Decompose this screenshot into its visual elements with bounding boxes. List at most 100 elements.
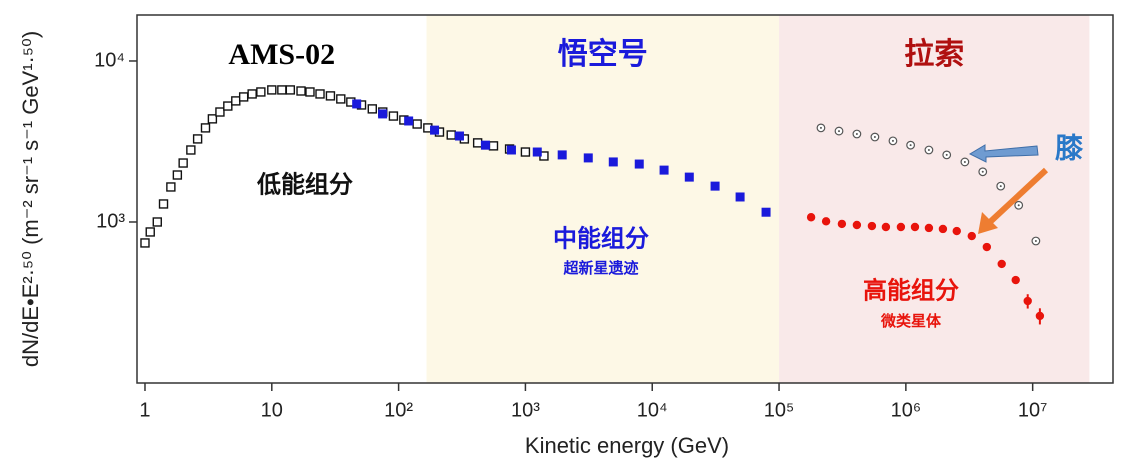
x-tick-label: 10⁵ [764,399,795,421]
y-axis-label: dN/dE•E²·⁵⁰ (m⁻² sr⁻¹ s⁻¹ GeV¹·⁵⁰) [18,31,43,367]
marker [1011,275,1020,285]
background-layer: AMS-02 悟空号 拉索 [137,15,1090,383]
marker-center [981,170,984,173]
marker [997,259,1006,269]
marker [378,109,388,119]
x-axis-label: Kinetic energy (GeV) [525,433,729,458]
region-band [137,15,427,383]
marker [1023,296,1032,306]
marker [352,99,362,109]
annotation: 超新星遗迹 [562,259,638,277]
region-band [779,15,1090,383]
marker-center [819,126,822,129]
marker [837,219,847,229]
marker-center [855,132,858,135]
arrow-shaft [987,167,1049,225]
marker [192,134,203,144]
marker [634,159,644,169]
region-label: 悟空号 [558,38,648,71]
marker [446,130,456,140]
marker [454,131,464,141]
marker [488,141,499,151]
marker [412,119,422,129]
marker [256,87,266,97]
marker [325,91,336,101]
marker-center [1034,239,1037,242]
marker [710,181,720,191]
marker [480,140,490,150]
marker [267,85,277,95]
marker [472,138,483,148]
x-tick-label: 10⁷ [1018,399,1047,421]
marker [305,87,315,97]
marker [207,114,218,124]
marker [238,92,249,102]
marker-center [927,148,930,151]
marker [761,207,771,217]
marker [910,222,920,232]
marker-center [945,153,948,156]
marker [315,89,325,99]
x-tick-label: 1 [139,399,150,421]
marker [938,224,948,234]
marker [952,226,961,236]
x-tick-label: 10⁶ [891,399,921,421]
annotation: 中能组分 [553,224,649,252]
marker [821,217,831,226]
marker [186,145,196,155]
marker [247,89,257,99]
region-label: AMS-02 [228,38,335,71]
marker [178,158,188,168]
marker [659,165,669,175]
marker [967,231,976,241]
x-tick-label: 10³ [511,399,540,421]
x-tick-label: 10² [384,399,413,421]
marker [520,147,531,157]
plot-frame [136,14,1114,384]
marker [430,125,440,135]
marker-center [837,130,840,133]
marker [140,238,150,248]
marker [336,94,346,104]
marker [158,199,169,209]
arrow-head [978,212,998,234]
marker-center [963,160,966,163]
marker [296,86,306,96]
marker [152,217,162,227]
marker [867,221,877,231]
marker [145,227,155,237]
marker-center [1017,204,1020,207]
marker [215,107,225,117]
marker [166,182,176,192]
annotation: 高能组分 [863,276,959,304]
marker [200,123,211,133]
marker [583,153,593,163]
marker [388,111,399,121]
marker [1035,311,1045,321]
marker [557,150,567,160]
marker [404,116,414,126]
annotation: 微类星体 [880,312,942,330]
marker [506,145,516,155]
x-tick-label: 10 [261,399,283,421]
annotation: 低能组分 [256,170,353,198]
marker [881,222,891,232]
marker [608,157,618,167]
marker [223,101,233,111]
y-tick-label: 10³ [96,210,125,232]
marker [285,85,296,95]
marks-layer [140,85,1045,325]
marker [735,192,745,202]
marker-center [909,144,912,147]
marker [231,96,241,106]
x-tick-label: 10⁴ [637,399,668,421]
marker [367,104,377,114]
marker [852,220,862,230]
y-tick-label: 10⁴ [94,49,125,71]
region-label: 拉索 [904,37,964,71]
marker-center [999,185,1002,188]
marker [806,213,816,222]
marker [172,170,183,180]
marker-center [891,139,894,142]
